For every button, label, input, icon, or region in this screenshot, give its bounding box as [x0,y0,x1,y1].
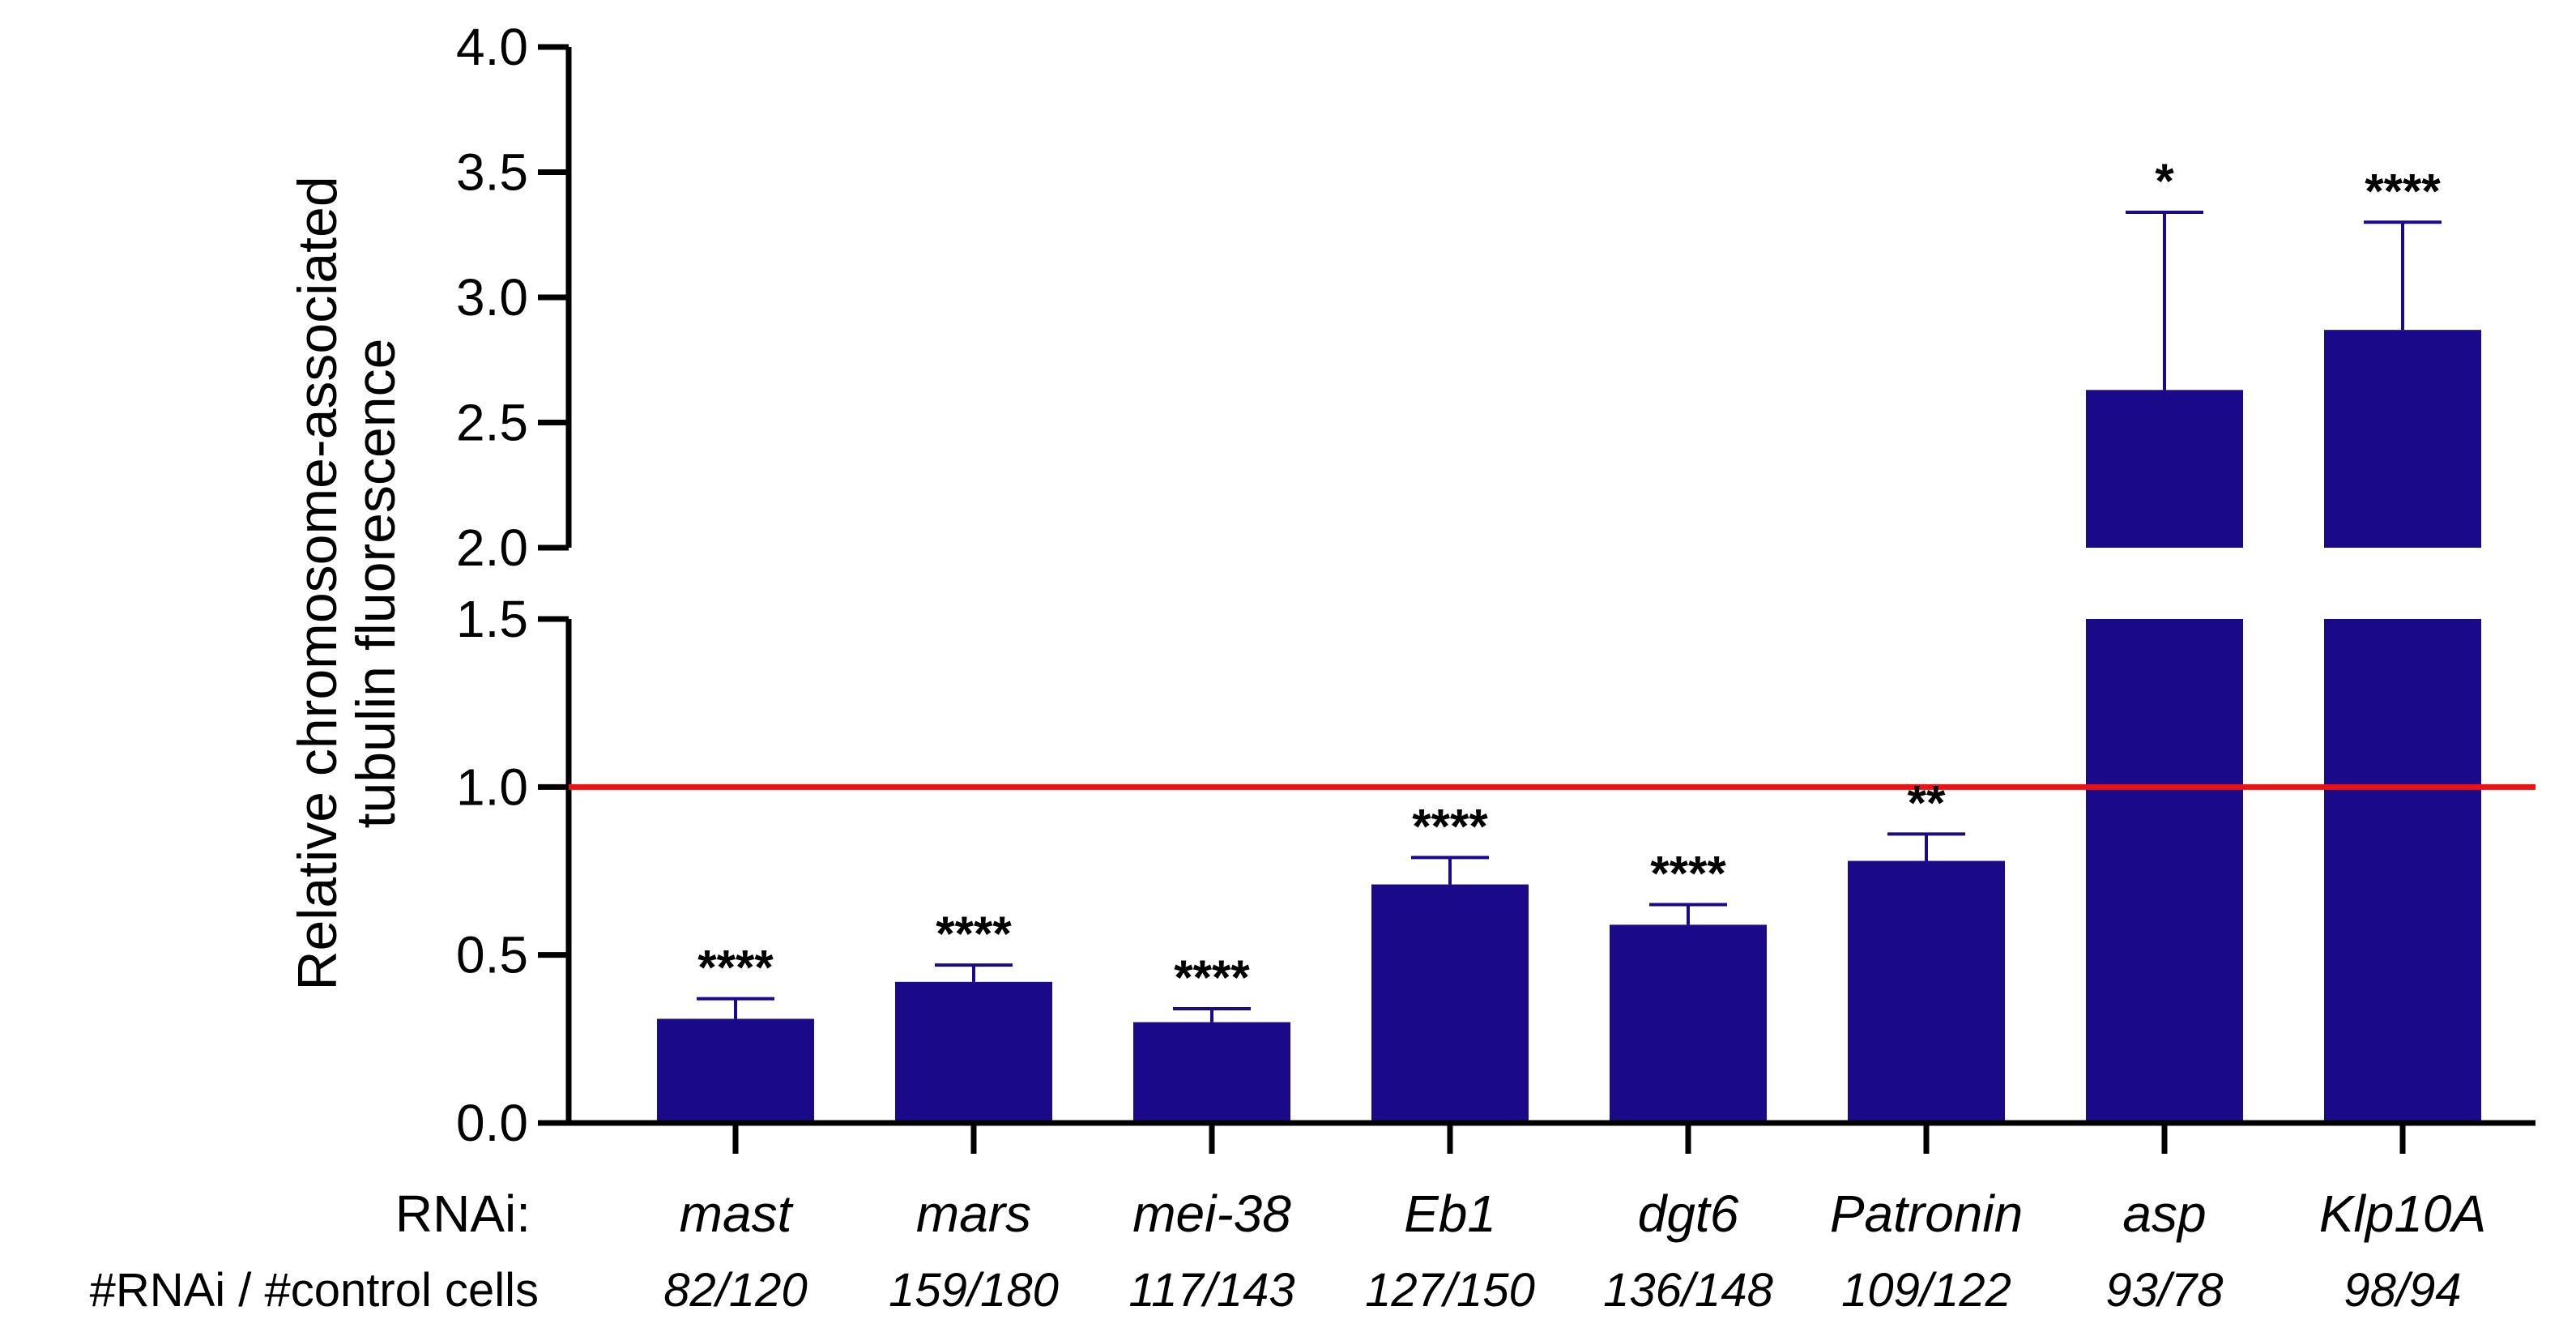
bar-Klp10A-upper [2324,330,2481,548]
significance-mars: **** [936,907,1012,961]
y-axis-ticks: 0.0 0.5 1.0 1.5 2.0 2.5 3.0 3.5 4.0 [456,18,569,1152]
bar-Klp10A-lower [2324,619,2481,1123]
rnai-row-label: RNAi: [395,1185,531,1243]
bar-Patronin [1848,860,2005,1123]
significance-Eb1: **** [1412,799,1488,853]
bar-dgt6 [1610,924,1767,1123]
cell-count-label: 93/78 [2105,1264,2223,1317]
y-tick-label: 3.5 [456,143,528,202]
y-axis-title-line-2: tubulin fluorescence [345,339,407,829]
significance-mast: **** [697,941,774,995]
bar-mast [657,1018,814,1123]
cell-count-label: 82/120 [663,1264,807,1317]
bar-mars [895,981,1052,1123]
category-label: Eb1 [1404,1185,1496,1243]
y-tick-label: 0.0 [456,1094,528,1152]
bars [657,330,2481,1123]
cell-count-label: 127/150 [1365,1264,1535,1317]
bar-mei-38 [1133,1022,1290,1123]
y-tick-label: 3.0 [456,268,528,327]
significance-markers: *********************** **** [697,154,2441,1005]
significance-asp: * [2155,154,2174,208]
category-label: mei-38 [1132,1185,1291,1243]
category-label: mars [916,1185,1031,1243]
y-tick-label: 1.0 [456,758,528,816]
significance-Klp10A: **** [2365,164,2441,218]
category-label: Klp10A [2319,1185,2486,1243]
cell-count-label: 136/148 [1603,1264,1773,1317]
category-label: Patronin [1830,1185,2023,1243]
bar-Eb1 [1371,884,1529,1123]
y-tick-label: 0.5 [456,926,528,984]
cell-count-label: 98/94 [2344,1264,2461,1317]
cell-count-label: 109/122 [1841,1264,2011,1317]
y-tick-label: 1.5 [456,590,528,648]
y-tick-label: 2.5 [456,394,528,452]
bar-asp-lower [2086,619,2243,1123]
axes [565,47,2535,1154]
error-bars [697,210,2442,1022]
y-tick-label: 2.0 [456,519,528,577]
category-label: asp [2122,1185,2206,1243]
significance-Patronin: ** [1908,775,1946,830]
y-axis-title: Relative chromosome-associated tubulin f… [287,176,407,990]
y-axis-title-line-1: Relative chromosome-associated [287,176,348,990]
counts-row-label: #RNAi / #control cells [90,1264,539,1317]
significance-dgt6: **** [1650,846,1726,900]
cell-count-label: 159/180 [889,1264,1059,1317]
x-axis-labels: mast 82/120 mars 159/180 mei-38 117/143 Eb1 127… [663,1185,2486,1317]
cell-count-label: 117/143 [1128,1264,1294,1317]
category-label: mast [680,1185,794,1243]
category-label: dgt6 [1638,1185,1739,1243]
significance-mei-38: **** [1174,950,1250,1005]
y-tick-label: 4.0 [456,18,528,76]
bar-asp-upper [2086,390,2243,548]
